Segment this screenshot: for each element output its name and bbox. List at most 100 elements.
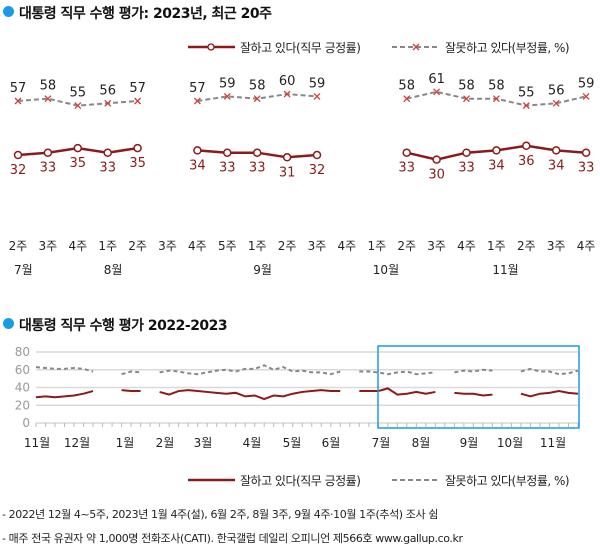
disapprove-point [403, 95, 411, 103]
disapprove-line [359, 370, 436, 376]
disapprove-label: 60 [279, 74, 296, 89]
approve-label: 34 [548, 158, 565, 173]
recent-20-weeks-highlight [377, 345, 580, 429]
approve-line [520, 390, 579, 398]
approve-label: 33 [578, 161, 595, 176]
y-tick-label: 0 [22, 416, 30, 430]
disapprove-label: 61 [428, 72, 445, 87]
approve-line [159, 389, 341, 401]
x-tick-label: 1주 [248, 239, 267, 253]
x-tick-label: 4주 [577, 239, 596, 253]
month-label: 6월 [322, 436, 341, 450]
approve-point [252, 148, 262, 157]
disapprove-label: 56 [548, 83, 565, 98]
month-label: 8월 [104, 263, 123, 277]
x-tick-label: 2주 [9, 239, 28, 253]
x-tick-label: 3주 [158, 239, 177, 253]
disapprove-label: 57 [10, 81, 27, 96]
approve-label: 36 [518, 154, 535, 169]
disapprove-point [522, 102, 530, 110]
disapprove-point [223, 92, 231, 100]
x-tick-label: 2주 [397, 239, 416, 253]
disapprove-line [35, 366, 94, 373]
y-tick-label: 60 [15, 363, 30, 377]
approve-point [223, 148, 232, 157]
month-label: 4월 [243, 436, 262, 450]
approve-label: 33 [219, 161, 236, 176]
disapprove-line [121, 370, 141, 376]
month-label: 10월 [497, 436, 523, 450]
approve-line [359, 387, 436, 396]
approve-point [522, 141, 531, 151]
disapprove-label: 59 [219, 76, 236, 91]
approve-label: 34 [488, 158, 505, 173]
disapprove-label: 55 [518, 86, 535, 101]
approve-label: 35 [70, 156, 87, 171]
disapprove-point [582, 92, 590, 100]
y-tick-label: 20 [15, 398, 30, 412]
top-legend-disapprove: 잘못하고 있다(부정률, %) [445, 41, 570, 55]
month-label: 11월 [540, 436, 566, 450]
month-label: 7월 [14, 263, 33, 277]
disapprove-label: 57 [189, 81, 206, 96]
disapprove-label: 58 [488, 79, 505, 94]
x-tick-label: 4주 [457, 239, 476, 253]
disapprove-line [159, 364, 341, 376]
month-label: 8월 [412, 436, 431, 450]
disapprove-point [193, 97, 201, 105]
disapprove-label: 58 [249, 79, 266, 94]
top-chart-title: 대통령 직무 수행 평가: 2023년, 최근 20주 [19, 6, 272, 22]
disapprove-label: 58 [458, 79, 475, 94]
approve-point [193, 146, 202, 155]
x-tick-label: 2주 [128, 239, 147, 253]
x-tick-label: 3주 [39, 239, 58, 253]
approve-line [35, 390, 94, 399]
x-tick-label: 3주 [427, 239, 446, 253]
bullet-icon [3, 6, 14, 17]
bottom-chart-title: 대통령 직무 수행 평가 2022-2023 [19, 318, 228, 334]
footnote-1: - 2022년 12월 4~5주, 2023년 1월 4주(설), 6월 2주,… [2, 508, 439, 521]
disapprove-label: 58 [398, 79, 415, 94]
approve-label: 34 [189, 158, 206, 173]
approve-point [103, 148, 112, 157]
x-tick-label: 1주 [487, 239, 506, 253]
disapprove-point [552, 99, 560, 107]
x-tick-label: 4주 [68, 239, 87, 253]
approve-line [121, 389, 141, 393]
approve-label: 33 [458, 161, 475, 176]
disapprove-point [74, 102, 82, 110]
month-label: 1월 [116, 436, 135, 450]
approve-point [73, 143, 83, 153]
x-tick-label: 3주 [547, 239, 566, 253]
approve-point [551, 146, 561, 155]
disapprove-point [44, 95, 52, 103]
x-tick-label: 5주 [218, 239, 237, 253]
disapprove-label: 59 [309, 76, 326, 91]
approve-label: 33 [249, 161, 266, 176]
approve-label: 30 [428, 168, 445, 183]
approve-point [13, 150, 23, 160]
disapprove-label: 57 [129, 81, 146, 96]
x-tick-label: 2주 [278, 239, 297, 253]
approve-label: 33 [398, 161, 415, 176]
approve-label: 33 [99, 161, 116, 176]
approve-label: 32 [10, 163, 27, 178]
disapprove-point [433, 88, 441, 96]
disapprove-point [104, 99, 112, 107]
month-label: 11월 [24, 436, 50, 450]
footnote-2: - 매주 전국 유권자 약 1,000명 전화조사(CATI). 한국갤럽 데일… [2, 532, 463, 545]
x-tick-label: 2주 [517, 239, 536, 253]
x-tick-label: 3주 [308, 239, 327, 253]
month-label: 10월 [373, 263, 399, 277]
disapprove-point [14, 97, 22, 105]
x-tick-label: 4주 [338, 239, 357, 253]
approve-point [462, 148, 471, 157]
approve-point [492, 146, 501, 155]
disapprove-point [134, 97, 142, 105]
disapprove-label: 59 [578, 76, 595, 91]
legend-approve-marker [207, 43, 215, 51]
top-legend-approve: 잘하고 있다(직무 긍정률) [240, 41, 361, 55]
bottom-legend-disapprove: 잘못하고 있다(부정률, %) [445, 474, 570, 488]
